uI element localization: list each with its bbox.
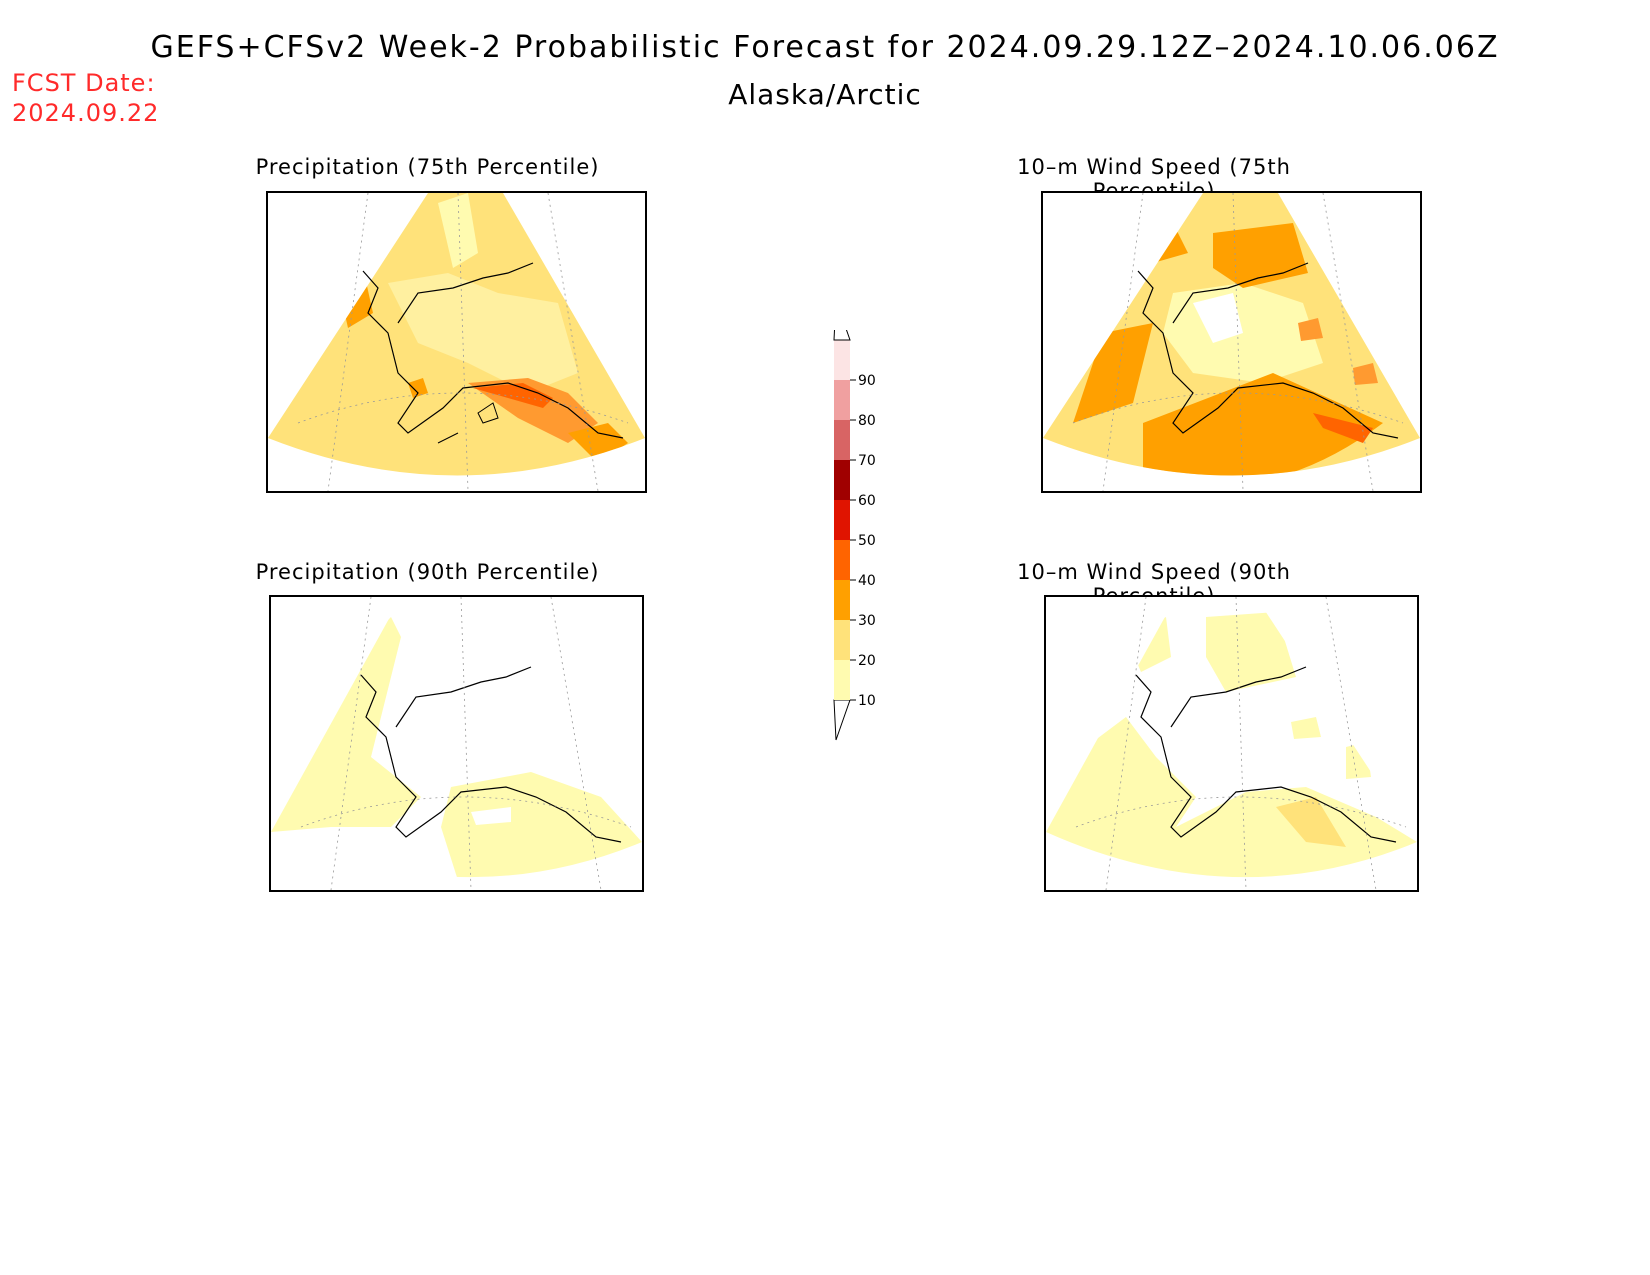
colorbar-segment xyxy=(834,420,850,460)
forecast-date-block: FCST Date: 2024.09.22 xyxy=(12,68,159,128)
colorbar-segment xyxy=(834,460,850,500)
colorbar-segment xyxy=(834,380,850,420)
colorbar-segment xyxy=(834,620,850,660)
colorbar-tick-label: 20 xyxy=(858,653,876,669)
colorbar-bottom-extension xyxy=(833,699,851,741)
colorbar-graphic: 10 20 30 40 50 60 70 80 90 xyxy=(833,299,876,741)
panel-title-precip-90: Precipitation (90th Percentile) xyxy=(255,560,600,584)
colorbar-segment xyxy=(834,340,850,380)
page-subtitle: Alaska/Arctic xyxy=(728,78,922,111)
colorbar-tick-label: 40 xyxy=(858,573,876,589)
map-panel-precip-75 xyxy=(266,191,647,493)
colorbar-top-extension xyxy=(833,299,851,341)
forecast-date-label: FCST Date: xyxy=(12,69,156,97)
colorbar-segment xyxy=(834,660,850,700)
map-panel-wind-90 xyxy=(1044,595,1419,892)
colorbar-segment xyxy=(834,580,850,620)
map-panel-precip-90 xyxy=(269,595,644,892)
colorbar-segment xyxy=(834,500,850,540)
map-panel-wind-75 xyxy=(1041,191,1422,493)
colorbar-tick-label: 10 xyxy=(858,693,876,709)
colorbar-tick-label: 90 xyxy=(858,373,876,389)
forecast-date-value: 2024.09.22 xyxy=(12,99,160,127)
colorbar-tick-label: 60 xyxy=(858,493,876,509)
panel-title-precip-75: Precipitation (75th Percentile) xyxy=(255,155,600,179)
colorbar: 10 20 30 40 50 60 70 80 90 xyxy=(820,299,880,754)
colorbar-tick-label: 70 xyxy=(858,453,876,469)
colorbar-tick-label: 80 xyxy=(858,413,876,429)
colorbar-tick-label: 30 xyxy=(858,613,876,629)
page-title: GEFS+CFSv2 Week-2 Probabilistic Forecast… xyxy=(150,30,1500,65)
colorbar-tick-label: 50 xyxy=(858,533,876,549)
colorbar-segment xyxy=(834,540,850,580)
